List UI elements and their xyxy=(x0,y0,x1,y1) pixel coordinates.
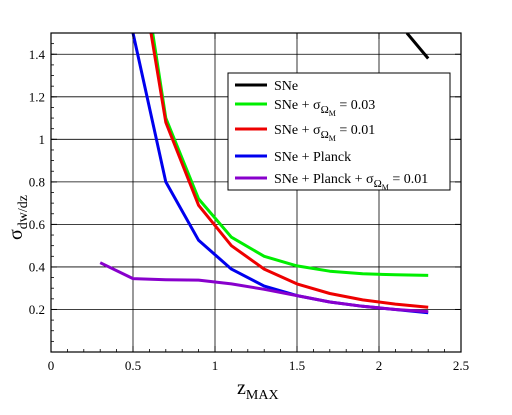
y-tick-label: 0.8 xyxy=(29,174,45,189)
y-tick-label: 0.2 xyxy=(29,302,45,317)
legend-label-0: SNe xyxy=(274,79,298,94)
y-tick-label: 0.6 xyxy=(29,217,46,232)
legend-label-tail: = 0.01 xyxy=(389,172,428,187)
x-tick-label: 2 xyxy=(376,358,383,373)
x-axis-label-base: z xyxy=(237,377,246,399)
y-tick-label: 0.4 xyxy=(29,259,46,274)
legend-label-text: SNe + σ xyxy=(274,98,321,113)
legend-label-subsub: M xyxy=(329,109,336,118)
legend-label-text: SNe xyxy=(274,79,298,94)
legend-label-text: SNe + Planck + σ xyxy=(274,172,374,187)
legend-label-1: SNe + σΩM = 0.03 xyxy=(274,98,375,118)
legend-label-subsub: M xyxy=(329,134,336,143)
y-tick-label: 1 xyxy=(39,132,46,147)
series-line-1 xyxy=(151,33,429,277)
y-tick-label: 1.4 xyxy=(29,47,46,62)
series-lines xyxy=(99,33,430,315)
legend-label-sub: Ω xyxy=(321,129,329,141)
x-tick-label: 2.5 xyxy=(453,358,469,373)
x-tick-label: 0.5 xyxy=(125,358,141,373)
legend-label-4: SNe + Planck + σΩM = 0.01 xyxy=(274,172,428,192)
x-tick-label: 0 xyxy=(48,358,55,373)
legend-label-3: SNe + Planck xyxy=(274,150,351,165)
x-axis-label: zMAX xyxy=(237,377,279,403)
series-line-0 xyxy=(405,33,430,60)
legend-label-text: SNe + Planck xyxy=(274,150,351,165)
y-axis-label: σdw/dz xyxy=(5,195,31,240)
legend-label-2: SNe + σΩM = 0.01 xyxy=(274,123,375,143)
legend-label-text: SNe + σ xyxy=(274,123,321,138)
legend-label-sub: Ω xyxy=(321,104,329,116)
x-axis-label-sub: MAX xyxy=(246,388,279,403)
x-tick-label: 1.5 xyxy=(289,358,305,373)
y-axis-label-base: σ xyxy=(5,229,27,240)
y-axis-label-sub: dw/dz xyxy=(16,195,31,229)
legend-box xyxy=(227,72,451,191)
series-line-4 xyxy=(99,261,429,314)
legend-label-sub: Ω xyxy=(374,178,382,190)
legend-label-tail: = 0.03 xyxy=(336,98,375,113)
y-tick-label: 1.2 xyxy=(29,89,45,104)
legend-label-tail: = 0.01 xyxy=(336,123,375,138)
x-tick-label: 1 xyxy=(212,358,219,373)
legend-label-subsub: M xyxy=(382,183,389,192)
axis-ticks: 0 0.5 1 1.5 2 2.5 0.2 0.4 0.6 0.8 1 1.2 1.4 xyxy=(29,33,469,373)
series-line-2 xyxy=(149,33,429,309)
